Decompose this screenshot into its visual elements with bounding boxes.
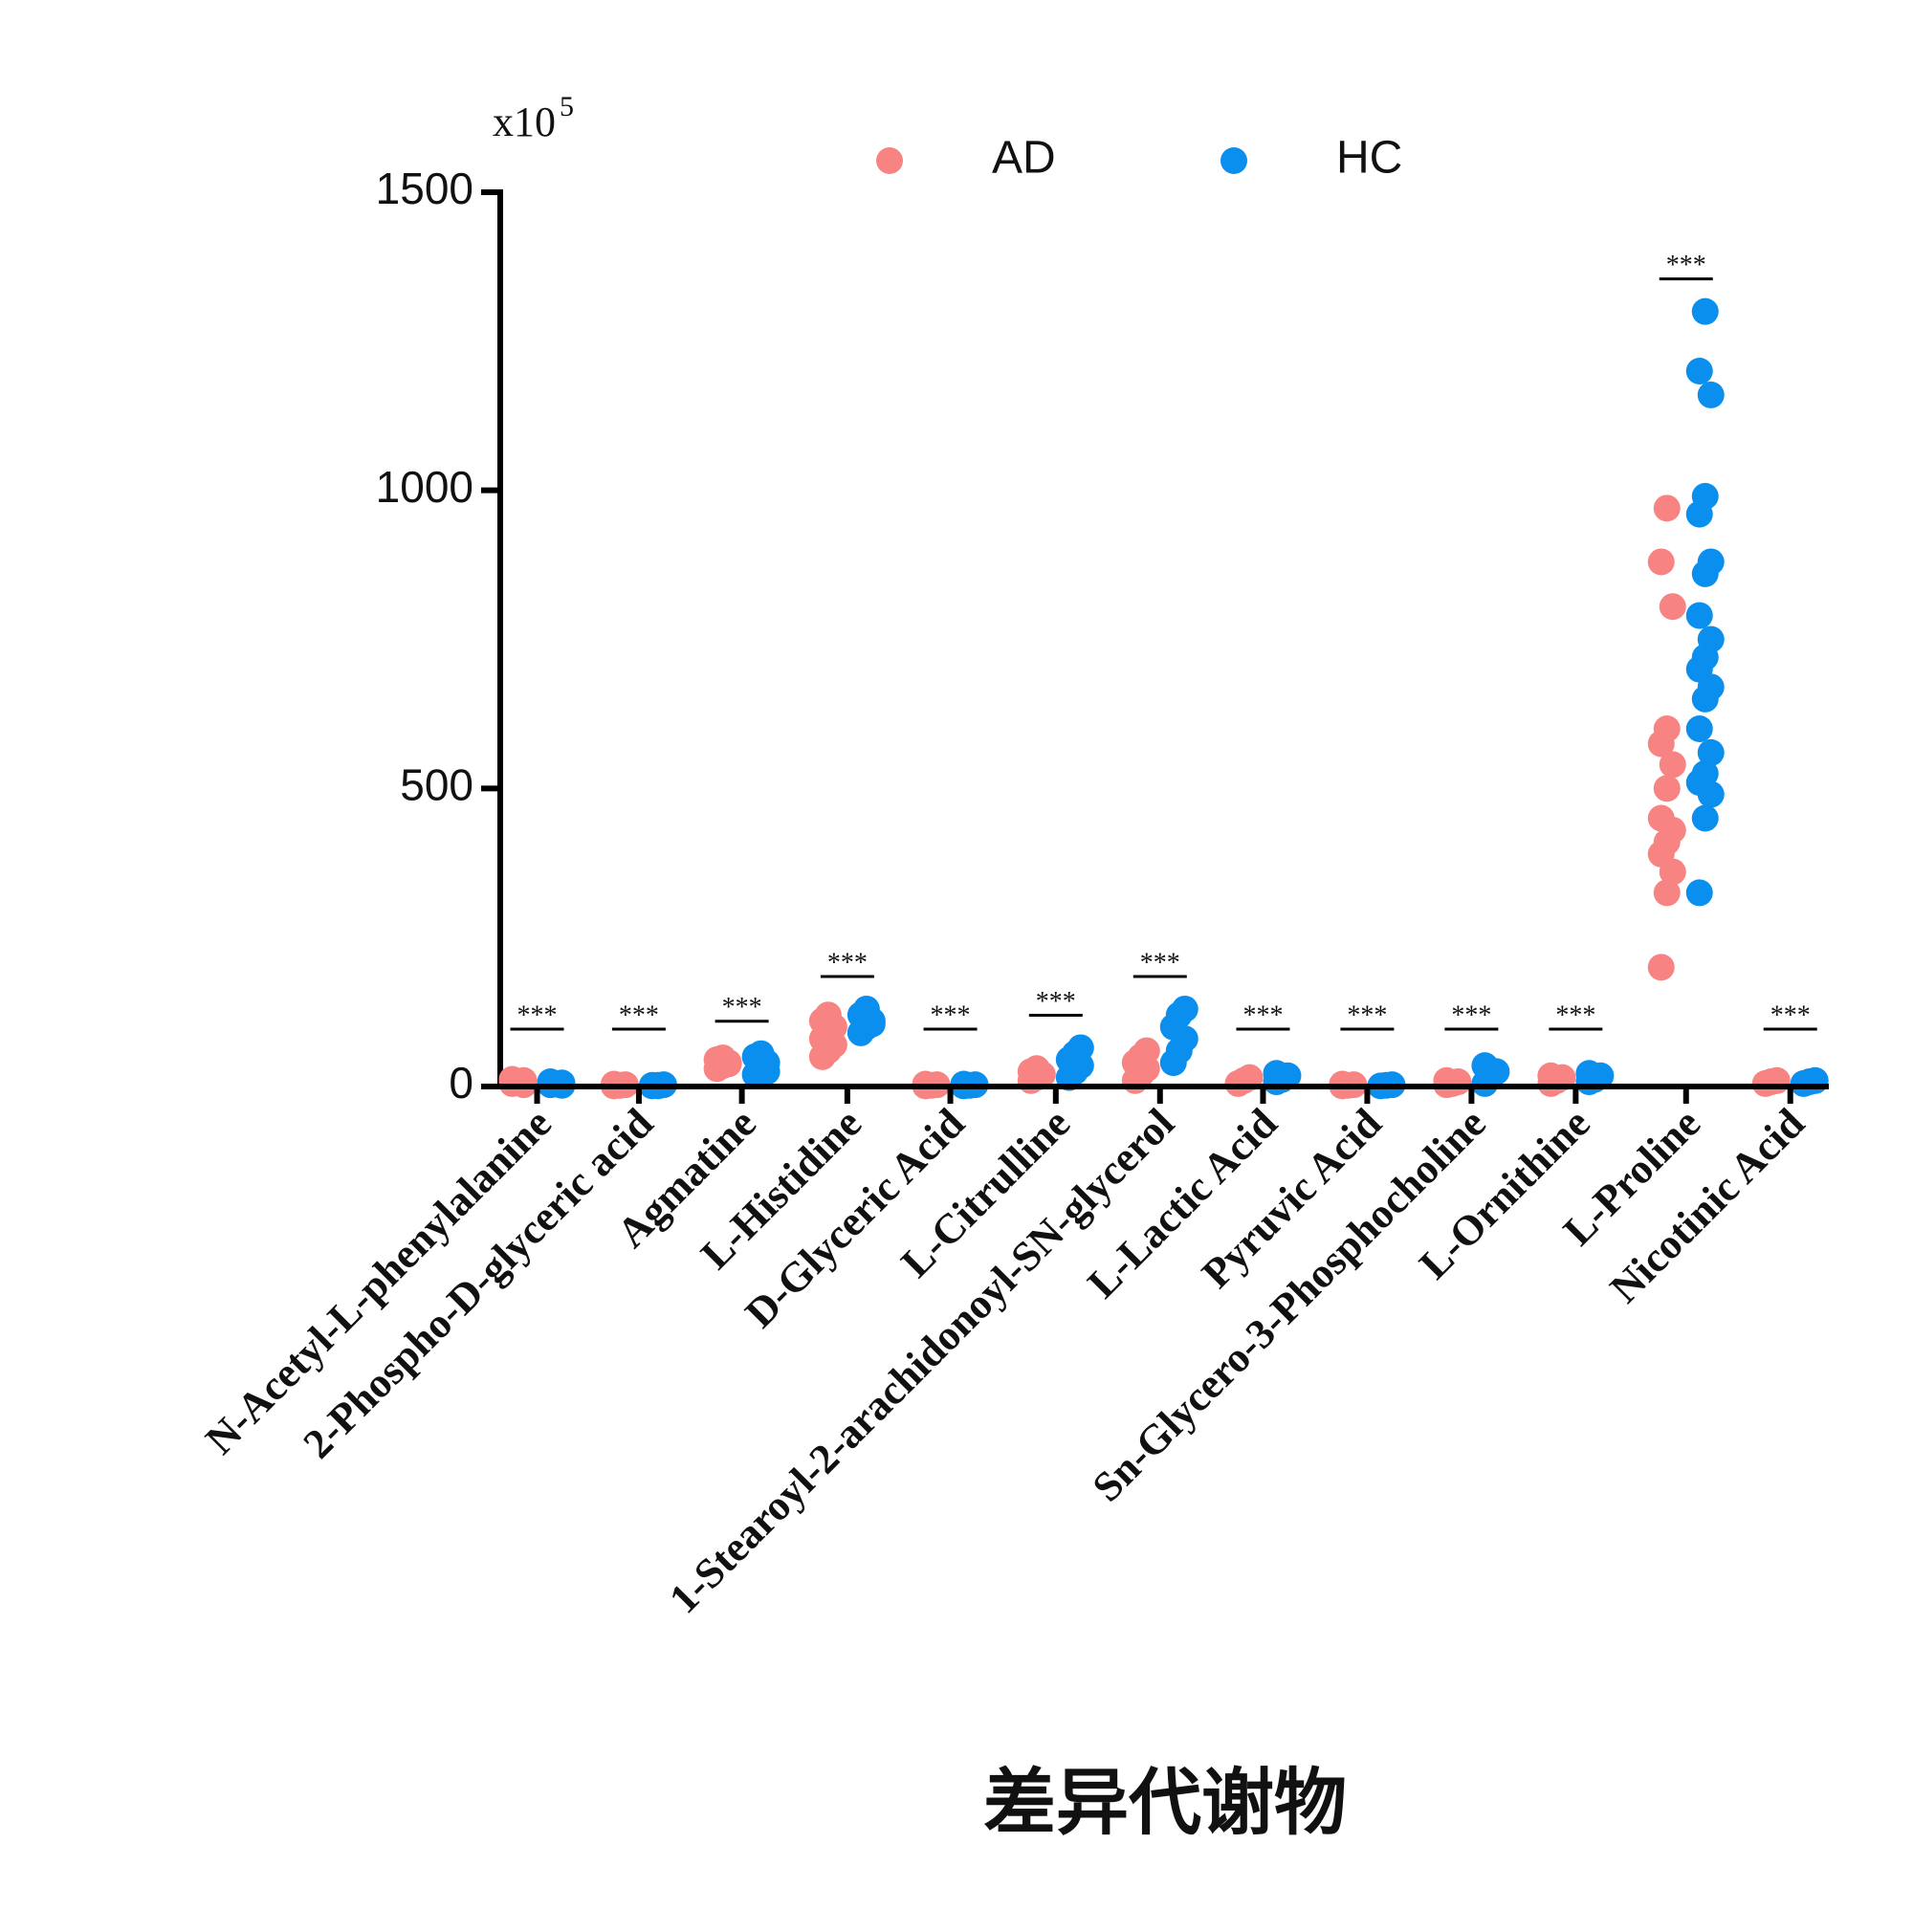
dot bbox=[1801, 1066, 1829, 1094]
y-tick-label: 1500 bbox=[376, 164, 473, 213]
dot bbox=[1685, 602, 1713, 629]
y-tick-label: 1000 bbox=[376, 462, 473, 512]
dot bbox=[1575, 1060, 1603, 1087]
dot bbox=[1697, 626, 1725, 653]
dot bbox=[1763, 1066, 1791, 1094]
y-scale-label: x10 bbox=[493, 99, 556, 145]
dot bbox=[753, 1058, 781, 1086]
significance-label: *** bbox=[1770, 1000, 1811, 1030]
significance-label: *** bbox=[1036, 987, 1076, 1017]
dot bbox=[1647, 548, 1675, 576]
dot bbox=[715, 1050, 742, 1078]
dot bbox=[858, 1010, 886, 1038]
dot bbox=[1659, 593, 1686, 621]
dot bbox=[1653, 494, 1681, 522]
legend-marker bbox=[876, 147, 903, 174]
legend-label: AD bbox=[992, 133, 1056, 184]
dot bbox=[1647, 804, 1675, 832]
dot bbox=[1685, 879, 1713, 907]
dot bbox=[1263, 1060, 1290, 1087]
dot bbox=[1697, 381, 1725, 408]
dot bbox=[1659, 751, 1686, 779]
dot bbox=[814, 1001, 842, 1029]
dot bbox=[1691, 297, 1719, 325]
significance-label: *** bbox=[722, 993, 762, 1022]
significance-label: *** bbox=[517, 1000, 558, 1030]
dot bbox=[1691, 804, 1719, 832]
dot bbox=[1171, 995, 1198, 1022]
significance-label: *** bbox=[1347, 1000, 1387, 1030]
dot bbox=[1685, 715, 1713, 742]
significance-label: *** bbox=[1555, 1000, 1595, 1030]
significance-label: *** bbox=[931, 1000, 971, 1030]
significance-label: *** bbox=[827, 948, 868, 977]
x-axis-title: 差异代谢物 bbox=[983, 1760, 1347, 1845]
dot bbox=[1691, 482, 1719, 510]
legend-marker bbox=[1220, 147, 1247, 174]
dot bbox=[1471, 1052, 1499, 1080]
significance-label: *** bbox=[1451, 1000, 1491, 1030]
significance-label: *** bbox=[1242, 1000, 1283, 1030]
significance-label: *** bbox=[1666, 251, 1706, 280]
dot bbox=[1433, 1066, 1461, 1094]
dot bbox=[1685, 358, 1713, 384]
dot bbox=[1647, 954, 1675, 981]
significance-label: *** bbox=[619, 1000, 659, 1030]
dot bbox=[1132, 1037, 1160, 1065]
y-tick-label: 0 bbox=[449, 1058, 473, 1108]
legend-label: HC bbox=[1336, 133, 1402, 184]
dot bbox=[1653, 775, 1681, 802]
dot bbox=[1653, 715, 1681, 742]
dot bbox=[1537, 1062, 1565, 1089]
dot bbox=[1022, 1055, 1050, 1083]
y-scale-exponent: 5 bbox=[560, 91, 574, 122]
dot bbox=[1653, 879, 1681, 907]
dot bbox=[1697, 738, 1725, 766]
y-tick-label: 500 bbox=[400, 759, 473, 809]
dot bbox=[1697, 548, 1725, 576]
dot bbox=[1691, 759, 1719, 787]
dot bbox=[1066, 1034, 1094, 1062]
significance-label: *** bbox=[1140, 948, 1180, 977]
